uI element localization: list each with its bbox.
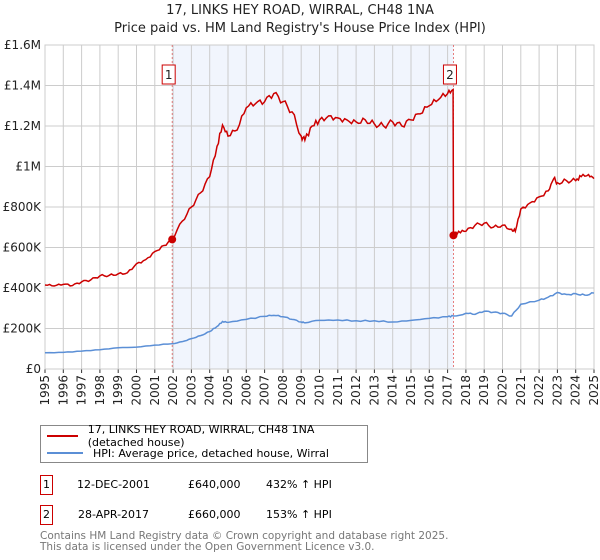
x-tick-label: 2006 <box>239 375 253 406</box>
x-tick-label: 2013 <box>367 375 381 406</box>
legend-label: 17, LINKS HEY ROAD, WIRRAL, CH48 1NA (de… <box>87 423 315 449</box>
x-tick-label: 1999 <box>111 375 125 406</box>
legend-swatch-red <box>47 435 78 437</box>
x-tick-label: 2018 <box>459 375 473 406</box>
x-tick-label: 2004 <box>203 375 217 406</box>
x-tick-label: 2009 <box>294 375 308 406</box>
transaction-date: 28-APR-2017 <box>78 508 150 521</box>
x-tick-label: 2020 <box>496 375 510 406</box>
sale-point <box>168 235 177 244</box>
x-tick-label: 2001 <box>148 375 162 406</box>
hpi-line <box>44 291 595 354</box>
y-tick-label: £1.2M <box>4 119 41 133</box>
legend-label: HPI: Average price, detached house, Wirr… <box>93 446 329 460</box>
y-tick-label: £600K <box>3 241 43 255</box>
x-tick-label: 1995 <box>38 375 52 406</box>
x-tick-label: 2019 <box>477 375 491 406</box>
x-tick-label: 1996 <box>56 375 70 406</box>
transaction-hpi: 432% ↑ HPI <box>266 478 332 491</box>
y-tick-label: £1.4M <box>4 79 41 93</box>
sale-label-box <box>442 64 457 85</box>
transaction-hpi: 153% ↑ HPI <box>266 508 332 521</box>
y-tick-label: £1.6M <box>4 38 41 52</box>
transaction-date: 12-DEC-2001 <box>77 478 151 491</box>
x-tick-label: 2003 <box>184 375 198 406</box>
title-line-2: Price paid vs. HM Land Registry's House … <box>114 21 486 36</box>
y-tick-label: £1M <box>15 160 41 174</box>
sale-label-box <box>161 64 176 85</box>
sale-label: 2 <box>446 68 454 82</box>
property-price-line <box>44 88 595 287</box>
footer-line-1: Contains HM Land Registry data © Crown c… <box>40 530 449 542</box>
sale-label: 1 <box>165 68 173 82</box>
title-line-1: 17, LINKS HEY ROAD, WIRRAL, CH48 1NA <box>166 3 434 18</box>
x-tick-label: 2017 <box>441 375 455 406</box>
chart-title: 17, LINKS HEY ROAD, WIRRAL, CH48 1NA Pri… <box>0 2 600 38</box>
x-tick-label: 2008 <box>276 375 290 406</box>
x-tick-label: 2010 <box>313 375 327 406</box>
x-tick-label: 2023 <box>550 375 564 406</box>
transaction-number: 2 <box>40 505 53 525</box>
x-tick-label: 2016 <box>422 375 436 406</box>
x-tick-label: 2007 <box>258 375 272 406</box>
x-tick-label: 2022 <box>532 375 546 406</box>
price-chart: £0 £200K £400K £600K £800K £1M £1.2M £1.4M £1.6M… <box>3 38 600 406</box>
x-tick-label: 2012 <box>349 375 363 406</box>
footer-line-2: This data is licensed under the Open Gov… <box>40 541 375 553</box>
legend: 17, LINKS HEY ROAD, WIRRAL, CH48 1NA (de… <box>40 423 368 463</box>
legend-item-property: 17, LINKS HEY ROAD, WIRRAL, CH48 1NA (de… <box>47 423 367 449</box>
x-tick-label: 1997 <box>75 375 89 406</box>
transaction-price: £660,000 <box>188 508 241 521</box>
transaction-number: 1 <box>40 475 53 495</box>
x-tick-label: 2002 <box>166 375 180 406</box>
x-tick-label: 2025 <box>587 375 600 406</box>
footer: Contains HM Land Registry data © Crown c… <box>40 531 448 553</box>
legend-item-hpi: HPI: Average price, detached house, Wirr… <box>47 445 329 461</box>
transaction-price: £640,000 <box>188 478 241 491</box>
x-tick-label: 2000 <box>130 375 144 406</box>
y-tick-label: £400K <box>3 281 43 295</box>
x-tick-label: 2014 <box>386 375 400 406</box>
sale-point <box>449 231 458 240</box>
legend-swatch-blue <box>47 452 83 454</box>
x-tick-label: 2011 <box>331 375 345 406</box>
x-tick-label: 2015 <box>404 375 418 406</box>
x-tick-label: 2005 <box>221 375 235 406</box>
y-tick-label: £200K <box>3 322 43 336</box>
x-tick-label: 2021 <box>514 375 528 406</box>
x-tick-label: 1998 <box>93 375 107 406</box>
x-tick-label: 2024 <box>569 375 583 406</box>
plot-frame <box>44 44 595 370</box>
y-tick-label: £800K <box>3 200 43 214</box>
y-tick-label: £0 <box>26 362 41 376</box>
